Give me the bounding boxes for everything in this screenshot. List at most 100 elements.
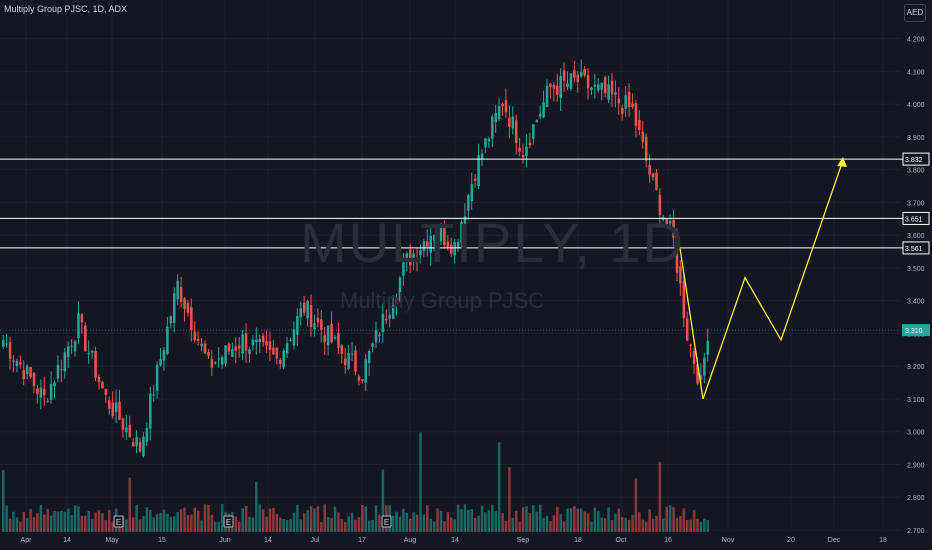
volume-bar	[603, 518, 607, 532]
volume-bar	[313, 508, 316, 532]
y-tick-label: 3.000	[907, 430, 925, 437]
candle-body	[405, 253, 409, 260]
candle-body	[296, 316, 299, 335]
candle-body	[385, 319, 388, 321]
candle-body	[111, 402, 114, 417]
volume-bar	[621, 517, 624, 532]
candle-body	[367, 351, 371, 364]
volume-bar	[162, 509, 166, 532]
earnings-marker: E	[113, 515, 124, 528]
y-tick-label: 4.000	[907, 102, 925, 109]
last-price-label: 3.310	[905, 328, 923, 335]
candle-body	[532, 124, 535, 139]
candle-body	[344, 358, 347, 365]
candle-body	[597, 84, 600, 91]
candle-body	[453, 242, 456, 256]
candle-body	[364, 359, 368, 383]
volume-bar	[467, 509, 470, 532]
currency-button[interactable]: AED	[904, 4, 926, 22]
volume-bar	[648, 509, 651, 532]
volume-bar	[251, 517, 255, 532]
candle-body	[361, 379, 364, 381]
volume-bar	[638, 512, 641, 532]
volume-bar	[535, 511, 539, 532]
volume-bar	[101, 513, 104, 532]
candle-body	[538, 113, 542, 117]
volume-bar	[597, 511, 600, 532]
candle-body	[350, 353, 354, 355]
candle-body	[419, 250, 422, 256]
volume-bar	[306, 510, 309, 532]
volume-bar	[446, 512, 450, 532]
candle-body	[480, 153, 484, 160]
volume-bar	[22, 512, 26, 532]
volume-bar	[412, 512, 415, 532]
candle-body	[378, 334, 381, 337]
y-tick-label: 2.800	[907, 495, 925, 502]
candle-body	[220, 357, 224, 365]
volume-bar	[525, 505, 528, 532]
volume-bar	[556, 506, 559, 532]
volume-bar	[173, 516, 176, 532]
candle-body	[525, 146, 528, 157]
candle-body	[306, 301, 309, 319]
candle-body	[196, 339, 200, 341]
volume-bar	[190, 514, 193, 532]
volume-bar	[491, 505, 494, 532]
volume-bar	[614, 513, 617, 532]
volume-bar	[378, 514, 381, 532]
volume-bar	[149, 509, 152, 532]
volume-bar	[49, 515, 53, 532]
candle-body	[473, 178, 477, 181]
last-price-tag	[902, 324, 930, 337]
candle-body	[121, 418, 125, 430]
earnings-box	[381, 515, 392, 528]
volume-bar	[357, 517, 361, 532]
candle-body	[559, 76, 562, 99]
volume-bar	[439, 510, 443, 532]
volume-bar	[302, 513, 306, 532]
volume-bar	[166, 513, 169, 532]
volume-bar	[347, 516, 350, 532]
candle-body	[672, 219, 675, 239]
candle-body	[231, 349, 234, 357]
volume-bar	[36, 513, 39, 532]
candle-body	[183, 298, 186, 309]
volume-bar	[484, 512, 487, 532]
candle-body	[614, 92, 617, 95]
candle-body	[131, 442, 135, 447]
volume-bar	[689, 519, 692, 532]
candle-body	[487, 138, 491, 142]
y-tick-label: 3.700	[907, 200, 925, 207]
volume-bar	[32, 516, 36, 532]
candle-body	[70, 346, 73, 348]
volume-bar	[634, 478, 638, 532]
volume-bar	[610, 520, 614, 532]
volume-bar	[494, 511, 497, 532]
volume-bar	[237, 521, 241, 532]
y-tick-label: 3.200	[907, 364, 925, 371]
volume-bar	[432, 521, 436, 532]
volume-bar	[320, 521, 323, 532]
volume-bar	[419, 432, 422, 532]
candle-body	[29, 367, 32, 378]
candle-body	[470, 184, 474, 201]
candle-body	[689, 344, 692, 346]
candle-body	[504, 100, 508, 113]
candle-body	[408, 249, 412, 266]
volume-bar	[450, 517, 453, 532]
volume-bar	[443, 521, 446, 532]
candle-body	[562, 70, 566, 81]
volume-bar	[405, 512, 409, 532]
x-tick-label: Jun	[219, 537, 230, 544]
candle-body	[675, 231, 679, 273]
volume-bar	[552, 515, 556, 532]
candle-body	[114, 402, 118, 412]
volume-bar	[330, 518, 333, 532]
candle-body	[634, 103, 638, 126]
candle-body	[655, 172, 658, 191]
candle-body	[398, 277, 402, 301]
level-tag	[902, 241, 930, 255]
candle-body	[426, 241, 429, 247]
